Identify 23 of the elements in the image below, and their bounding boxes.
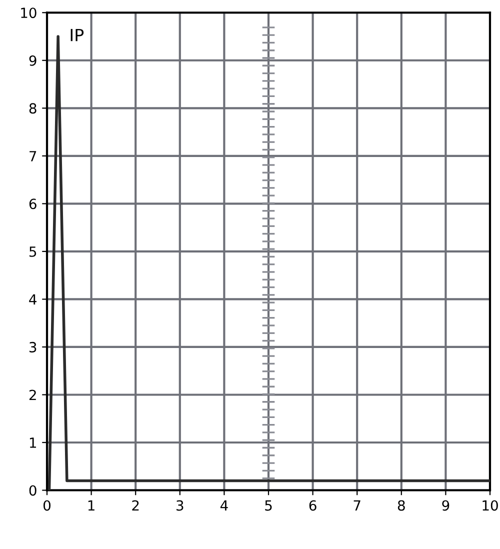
y-tick-label: 10 — [21, 8, 36, 18]
x-tick-label: 2 — [132, 500, 139, 511]
y-tick-label: 7 — [30, 151, 36, 162]
x-tick-label: 10 — [482, 500, 498, 511]
y-tick-label: 3 — [30, 342, 36, 352]
y-tick-label: 2 — [29, 390, 36, 400]
x-tick-label: 4 — [220, 500, 228, 511]
x-tick-label: 5 — [265, 500, 272, 511]
x-tick-label: 7 — [354, 500, 360, 511]
x-tick-label: 9 — [442, 500, 450, 511]
x-tick-label: 1 — [88, 500, 94, 511]
y-tick-label: 9 — [29, 55, 36, 66]
y-tick-label: 1 — [30, 438, 36, 448]
x-tick-label: 0 — [43, 500, 50, 511]
y-tick-label: 0 — [29, 485, 36, 496]
y-tick-label: 5 — [30, 246, 36, 257]
annotation: IP — [70, 28, 84, 42]
y-tick-label: 8 — [29, 103, 36, 114]
y-tick-label: 4 — [29, 294, 36, 304]
x-tick-label: 3 — [176, 500, 184, 511]
y-tick-label: 6 — [29, 198, 36, 210]
x-tick-label: 8 — [398, 500, 405, 511]
x-tick-label: 6 — [309, 500, 316, 511]
